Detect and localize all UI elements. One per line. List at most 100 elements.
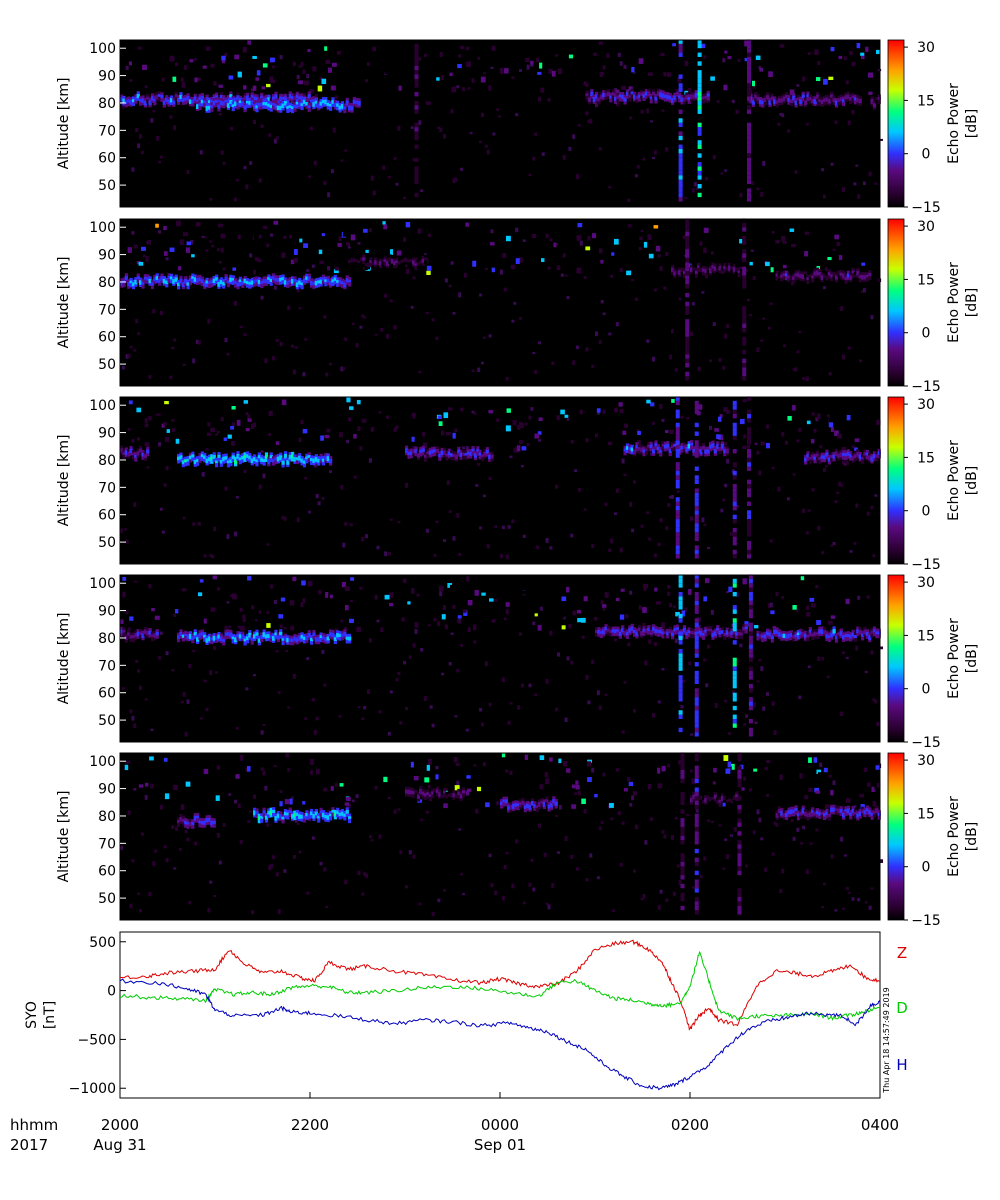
speckle-cell <box>426 265 432 271</box>
speckle-cell <box>648 253 654 259</box>
speckle-cell <box>836 242 840 247</box>
noise-cell <box>304 476 308 480</box>
noise-cell <box>665 251 669 257</box>
noise-cell <box>437 898 441 903</box>
echo-band-cell <box>811 810 815 813</box>
noise-cell <box>790 819 794 822</box>
speckle-cell <box>551 70 556 77</box>
noise-cell <box>272 356 275 361</box>
echo-column-cell <box>685 257 690 263</box>
noise-cell <box>159 804 163 810</box>
echo-column-cell <box>678 648 683 654</box>
noise-cell <box>868 171 872 177</box>
speckle-cell <box>466 788 472 792</box>
speckle-cell <box>228 75 234 80</box>
noise-cell <box>471 410 475 414</box>
y-tick-label: 70 <box>98 480 116 496</box>
echo-band-cell <box>671 98 675 103</box>
echo-band-cell <box>345 810 349 814</box>
echo-band-cell <box>823 455 827 460</box>
speckle-cell <box>806 612 811 617</box>
echo-band-cell <box>799 99 803 104</box>
echo-band-cell <box>713 631 717 636</box>
noise-cell <box>368 458 372 463</box>
speckle-cell <box>261 86 266 90</box>
speckle-cell <box>318 589 322 595</box>
echo-band-cell <box>609 95 613 99</box>
echo-column-cell <box>732 554 737 559</box>
echo-band-cell <box>238 634 242 639</box>
noise-cell <box>376 545 380 550</box>
echo-band-cell <box>250 100 254 106</box>
echo-band-cell <box>811 275 815 279</box>
speckle-cell <box>411 436 415 442</box>
noise-cell <box>368 228 372 233</box>
noise-cell <box>802 76 806 82</box>
noise-cell <box>870 315 874 320</box>
echo-band-cell <box>276 105 280 111</box>
echo-band-cell <box>255 459 259 463</box>
noise-cell <box>524 422 528 426</box>
echo-band-cell <box>329 632 333 637</box>
x-tick-label: 0200 <box>671 1116 709 1134</box>
noise-cell <box>270 584 274 589</box>
echo-band-cell <box>274 816 278 821</box>
echo-band-cell <box>200 820 204 825</box>
echo-band-cell <box>416 794 421 799</box>
noise-cell <box>424 696 427 701</box>
echo-band-cell <box>298 96 302 102</box>
echo-band-cell <box>181 634 185 638</box>
noise-cell <box>313 463 317 468</box>
echo-column-cell <box>694 640 699 645</box>
y-tick-label: 100 <box>89 398 116 414</box>
echo-band-cell <box>329 280 333 286</box>
colorbar-label: Echo Power <box>946 83 962 164</box>
echo-column-cell <box>732 683 737 689</box>
noise-cell <box>260 295 264 300</box>
speckle-cell <box>585 772 591 777</box>
echo-band-cell <box>314 280 318 286</box>
echo-column-cell <box>742 332 747 337</box>
speckle-cell <box>304 80 310 86</box>
echo-column-cell <box>685 240 690 245</box>
echo-band-cell <box>735 267 739 272</box>
echo-band-cell <box>668 629 672 634</box>
echo-band-cell <box>459 452 463 457</box>
echo-column-cell <box>685 271 690 276</box>
speckle-cell <box>270 426 275 432</box>
noise-cell <box>811 488 815 492</box>
noise-cell <box>667 591 671 596</box>
noise-cell <box>745 864 749 868</box>
noise-cell <box>488 702 492 707</box>
noise-cell <box>285 649 289 653</box>
speckle-cell <box>183 72 188 79</box>
noise-cell <box>342 542 346 548</box>
echo-column-cell <box>732 549 737 555</box>
noise-cell <box>412 415 416 419</box>
noise-cell <box>133 349 137 352</box>
noise-cell <box>532 351 536 355</box>
echo-band-cell <box>300 96 304 102</box>
noise-cell <box>766 424 769 429</box>
echo-column-cell <box>748 666 753 671</box>
noise-cell <box>467 87 471 90</box>
echo-band-cell <box>431 791 435 795</box>
noise-cell <box>855 503 859 508</box>
noise-cell <box>156 135 160 141</box>
echo-column-cell <box>748 605 753 610</box>
noise-cell <box>690 733 693 736</box>
noise-cell <box>454 715 458 718</box>
echo-column-cell <box>747 56 751 62</box>
noise-cell <box>610 538 614 544</box>
noise-cell <box>467 627 471 633</box>
y-axis-label: Altitude [km] <box>56 613 72 705</box>
speckle-cell <box>348 618 354 624</box>
echo-band-cell <box>552 798 556 803</box>
speckle-cell <box>329 594 333 599</box>
noise-cell <box>796 350 800 354</box>
echo-band-cell <box>818 271 822 276</box>
echo-band-cell <box>162 278 166 284</box>
echo-band-cell <box>801 274 805 279</box>
noise-cell <box>349 523 353 527</box>
